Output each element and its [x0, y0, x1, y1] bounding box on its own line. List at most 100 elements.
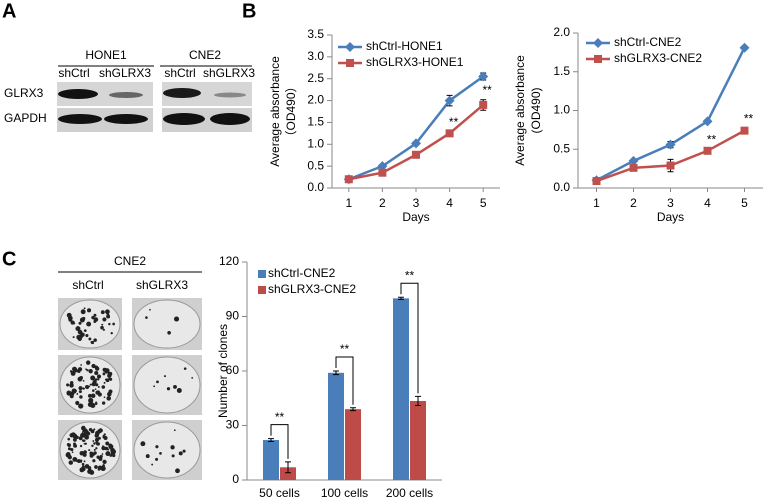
- colony-dot: [145, 454, 150, 459]
- y-axis-label: Number of clones: [216, 324, 230, 418]
- colony-dot: [102, 367, 107, 372]
- significance: **: [744, 111, 754, 125]
- colony-dot: [94, 437, 100, 442]
- colony-dot: [66, 443, 71, 447]
- marker: [412, 150, 420, 159]
- marker: [628, 155, 639, 166]
- y-axis-label: (OD490): [529, 87, 543, 133]
- marker: [702, 116, 713, 127]
- marker: [666, 161, 675, 170]
- colony-dot: [78, 403, 84, 409]
- colony-dot: [83, 307, 86, 310]
- colony-dot: [191, 376, 194, 379]
- colony-dot: [92, 459, 96, 463]
- lane-label: shGLRX3: [203, 66, 255, 80]
- colony-dot: [173, 384, 177, 389]
- panel-label: A: [2, 0, 16, 22]
- panel-label: B: [242, 0, 256, 22]
- marker: [703, 146, 712, 155]
- colony-dot: [107, 391, 112, 397]
- colony-dot: [110, 331, 113, 335]
- colony-dot: [93, 338, 97, 342]
- colony-dot: [101, 323, 104, 326]
- colony-dot: [69, 383, 74, 388]
- colony-dot: [182, 449, 186, 453]
- significance-bracket: [335, 356, 354, 405]
- colony-dot: [108, 444, 114, 450]
- legend-marker: [345, 42, 355, 52]
- colony-dot: [88, 397, 94, 404]
- y-axis-label: Average absorbance: [268, 56, 282, 167]
- colony-dot: [79, 444, 83, 448]
- series-line: [348, 75, 484, 181]
- error-bar: [398, 296, 404, 300]
- colony-dot: [102, 434, 105, 437]
- plate-dish: [133, 299, 201, 349]
- marker: [445, 129, 454, 138]
- colony-dot: [82, 432, 84, 435]
- colony-column: shGLRX3: [136, 278, 188, 292]
- blot-image: [57, 82, 252, 132]
- legend-marker: [594, 55, 602, 63]
- colony-dot: [108, 322, 111, 326]
- colony-dot: [93, 442, 96, 445]
- colony-dot: [140, 441, 146, 447]
- legend-label: shGLRX3-CNE2: [614, 51, 702, 65]
- colony-dot: [156, 380, 159, 384]
- colony-dot: [83, 450, 87, 454]
- colony-dot: [69, 394, 74, 399]
- colony-dot: [69, 380, 74, 385]
- colony-dot: [166, 387, 171, 391]
- y-axis-label: （OD490）: [284, 80, 298, 142]
- colony-dot: [77, 367, 83, 372]
- colony-dot: [155, 445, 159, 449]
- x-tick-label: 3: [413, 196, 420, 210]
- bar: [328, 372, 344, 480]
- colony-dot: [90, 375, 96, 381]
- x-axis-label: Days: [402, 210, 429, 224]
- colony-dot: [73, 368, 76, 372]
- colony-title: CNE2: [114, 254, 146, 268]
- colony-dot: [67, 437, 71, 441]
- marker: [377, 161, 388, 172]
- colony-dot: [97, 386, 100, 388]
- marker: [344, 175, 353, 184]
- y-tick-label: 0: [232, 472, 239, 486]
- marker: [592, 177, 601, 186]
- colony-dot: [84, 464, 90, 469]
- x-tick-label: 100 cells: [321, 486, 368, 500]
- colony-dot: [159, 452, 162, 455]
- legend-label: shGLRX3-HONE1: [366, 55, 464, 69]
- x-tick-label: 5: [741, 196, 748, 210]
- colony-dot: [90, 341, 93, 344]
- colony-dot: [101, 401, 106, 405]
- bar: [345, 409, 361, 480]
- colony-dot: [102, 459, 107, 465]
- colony-dot: [79, 395, 83, 399]
- colony-dot: [93, 428, 96, 431]
- colony-dot: [71, 451, 74, 454]
- colony-dot: [74, 389, 77, 392]
- colony-dot: [81, 467, 86, 471]
- colony-dot: [90, 393, 96, 399]
- colony-dot: [73, 443, 77, 448]
- x-tick-label: 2: [630, 196, 637, 210]
- colony-dot: [176, 387, 182, 393]
- colony-dot: [69, 370, 73, 373]
- significance: **: [275, 410, 285, 424]
- colony-plates: [58, 298, 202, 480]
- colony-dot: [105, 441, 110, 446]
- colony-dot: [78, 436, 83, 441]
- colony-dot: [70, 371, 76, 376]
- colony-dot: [90, 402, 96, 409]
- colony-dot: [111, 449, 116, 454]
- colony-dot: [95, 383, 99, 387]
- legend-swatch: [258, 286, 266, 294]
- y-axis-label: Average absorbance: [513, 55, 527, 166]
- colony-dot: [82, 387, 85, 390]
- colony-dot: [92, 440, 95, 442]
- panel-label: C: [2, 248, 16, 270]
- y-tick-label: 1.0: [553, 103, 570, 117]
- colony-dot: [151, 463, 154, 466]
- colony-dot: [76, 393, 79, 395]
